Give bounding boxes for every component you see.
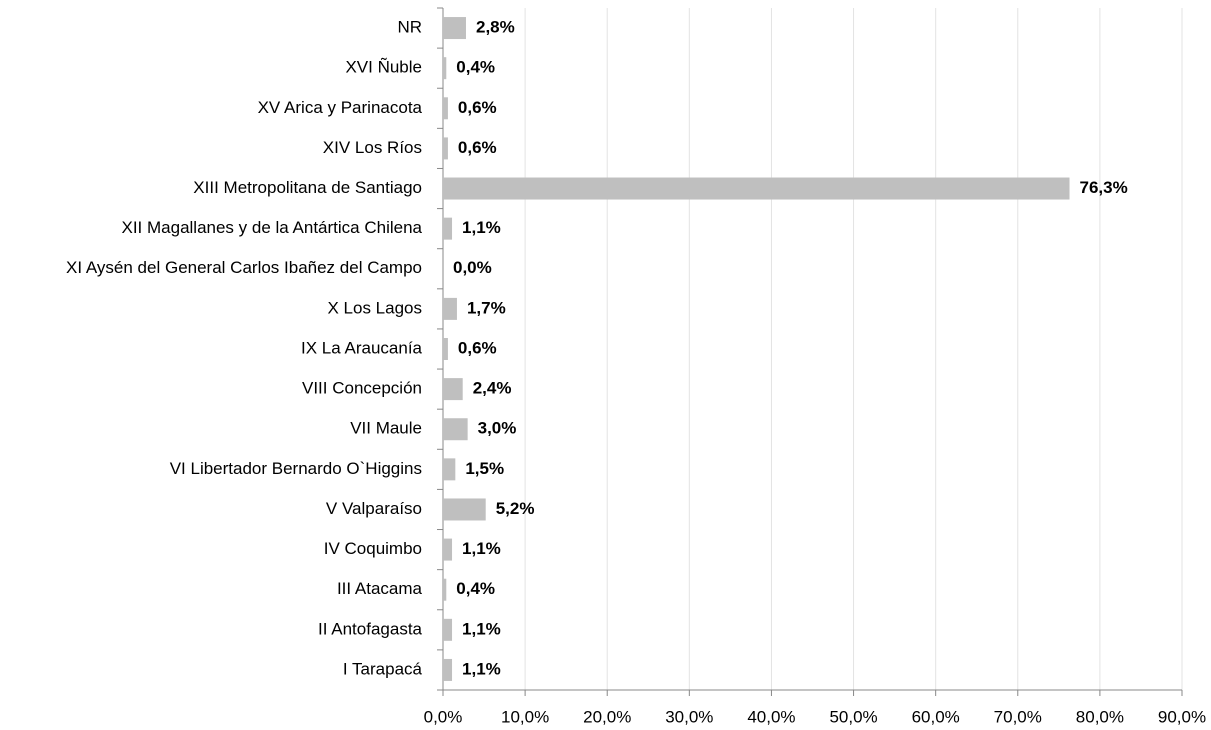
value-label: 1,1% (462, 218, 501, 237)
y-tick-label: XIV Los Ríos (323, 138, 422, 157)
value-label: 1,1% (462, 539, 501, 558)
bar (443, 177, 1070, 200)
value-label: 2,8% (476, 18, 515, 37)
y-tick-label: NR (397, 18, 422, 37)
y-tick-label: XI Aysén del General Carlos Ibañez del C… (66, 258, 422, 277)
y-tick-label: IV Coquimbo (324, 539, 422, 558)
bar (443, 378, 463, 401)
y-tick-label: II Antofagasta (318, 619, 423, 638)
value-label: 3,0% (478, 419, 517, 438)
y-tick-label: XVI Ñuble (345, 58, 422, 77)
bar (443, 297, 457, 320)
bar (443, 57, 447, 80)
value-label: 0,4% (456, 579, 495, 598)
y-tick-label: XIII Metropolitana de Santiago (193, 178, 422, 197)
x-tick-label: 50,0% (829, 707, 877, 726)
bar (443, 137, 448, 160)
y-tick-label: V Valparaíso (326, 499, 422, 518)
bar (443, 498, 486, 521)
y-tick-label: IX La Araucanía (301, 338, 423, 357)
y-tick-label: VII Maule (350, 419, 422, 438)
value-label: 0,6% (458, 338, 497, 357)
bar (443, 578, 447, 601)
x-tick-label: 10,0% (501, 707, 549, 726)
y-tick-label: X Los Lagos (327, 298, 422, 317)
bar (443, 418, 468, 441)
bar (443, 17, 466, 40)
value-label: 1,7% (467, 298, 506, 317)
bar (443, 97, 448, 120)
value-label: 1,1% (462, 619, 501, 638)
value-label: 0,0% (453, 258, 492, 277)
x-tick-label: 60,0% (912, 707, 960, 726)
bar (443, 538, 453, 561)
x-tick-label: 40,0% (747, 707, 795, 726)
value-label: 2,4% (473, 379, 512, 398)
value-label: 5,2% (496, 499, 535, 518)
x-tick-label: 0,0% (424, 707, 463, 726)
value-label: 0,4% (456, 58, 495, 77)
bar (443, 618, 453, 641)
value-label: 1,1% (462, 659, 501, 678)
value-label: 76,3% (1080, 178, 1128, 197)
bar (443, 217, 453, 240)
x-tick-label: 80,0% (1076, 707, 1124, 726)
value-label: 1,5% (465, 459, 504, 478)
y-tick-label: XII Magallanes y de la Antártica Chilena (121, 218, 422, 237)
value-label: 0,6% (458, 98, 497, 117)
x-tick-label: 70,0% (994, 707, 1042, 726)
y-tick-label: XV Arica y Parinacota (258, 98, 423, 117)
x-tick-label: 90,0% (1158, 707, 1206, 726)
bar (443, 458, 456, 481)
bar (443, 338, 448, 360)
bar (443, 658, 453, 681)
y-tick-label: I Tarapacá (343, 659, 423, 678)
y-tick-label: VIII Concepción (302, 379, 422, 398)
x-tick-label: 30,0% (665, 707, 713, 726)
y-tick-label: III Atacama (337, 579, 423, 598)
value-label: 0,6% (458, 138, 497, 157)
y-tick-label: VI Libertador Bernardo O`Higgins (170, 459, 422, 478)
x-tick-label: 20,0% (583, 707, 631, 726)
